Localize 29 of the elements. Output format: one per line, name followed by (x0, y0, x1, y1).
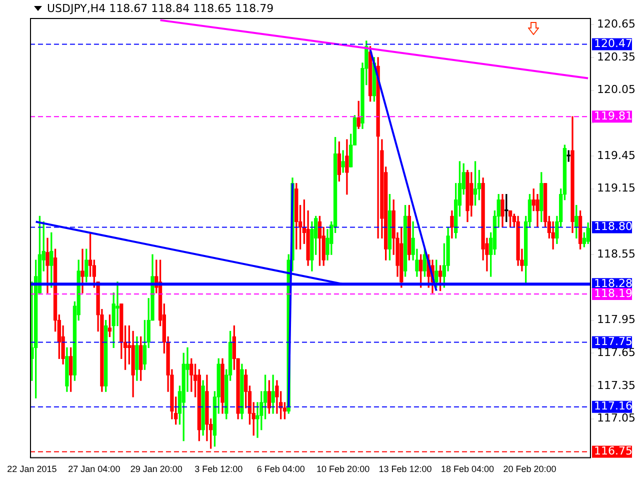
ref-line-label: 118.80 (594, 220, 632, 234)
ref-line-label: 119.81 (594, 109, 632, 122)
candlestick (116, 282, 120, 326)
y-tick-label: 119.45 (597, 148, 636, 162)
y-tick-label: 117.05 (597, 412, 636, 425)
y-tick-label: 119.15 (597, 182, 636, 195)
x-tick-label: 29 Jan 20:00 (130, 464, 182, 474)
x-tick-label: 20 Feb 20:00 (503, 464, 556, 474)
y-tick-label: 120.65 (597, 17, 636, 30)
ref-line-label: 120.47 (594, 37, 632, 50)
y-tick-label: 120.05 (597, 83, 636, 96)
ref-line-label: 118.19 (594, 286, 632, 300)
x-tick-label: 18 Feb 04:00 (440, 464, 494, 474)
y-tick-label: 117.65 (597, 346, 636, 360)
chart-title: USDJPY,H4 118.67 118.84 118.65 118.79 (47, 2, 274, 15)
y-tick-label: 118.55 (597, 247, 636, 260)
ref-line-label: 117.75 (594, 335, 632, 348)
x-tick-label: 13 Feb 12:00 (378, 464, 432, 474)
x-tick-label: 27 Jan 04:00 (68, 464, 120, 474)
x-tick-label: 10 Feb 20:00 (316, 464, 370, 474)
y-tick-label: 117.95 (597, 313, 636, 326)
x-tick-label: 3 Feb 12:00 (194, 464, 243, 474)
x-tick-label: 22 Jan 2015 (7, 464, 57, 474)
y-tick-label: 117.35 (597, 378, 636, 392)
x-tick-label: 6 Feb 04:00 (256, 464, 305, 474)
ref-line-label: 117.16 (594, 400, 632, 413)
candlestick (80, 248, 84, 294)
y-tick-label: 120.35 (597, 50, 636, 64)
ref-line-label: 116.75 (594, 444, 632, 458)
